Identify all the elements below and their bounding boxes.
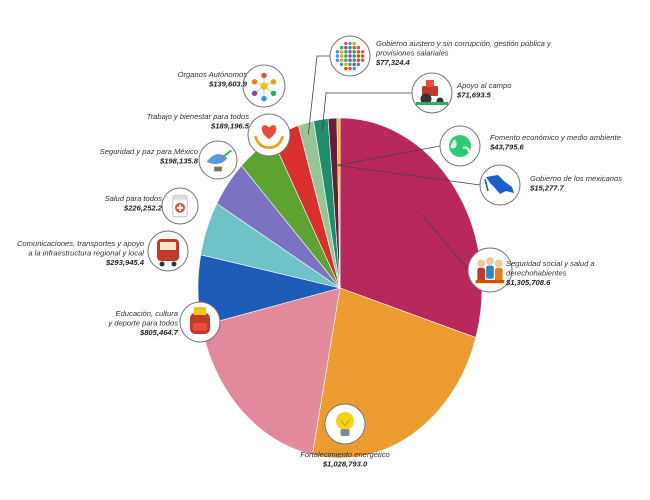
label-line-salud: Salud para todos xyxy=(105,194,163,203)
leader-line-fomento xyxy=(334,145,441,167)
leader-line-gobierno-austero xyxy=(307,55,330,135)
label-seguridad-social: Seguridad social y salud a derechohabient… xyxy=(505,259,595,287)
value-apoyo-campo: $71,693.5 xyxy=(456,91,492,100)
value-gobierno-mexicanos: $15,277.7 xyxy=(529,184,565,193)
network-icon xyxy=(242,64,286,108)
value-comunicaciones: $293,945.4 xyxy=(105,258,145,267)
dove-icon xyxy=(198,140,238,180)
tractor-icon xyxy=(411,72,453,114)
label-educacion: Educación, cultura y deporte para todos $8… xyxy=(107,309,178,337)
label-line-gobierno-austero: Gobierno austero y sin corrupción, gesti… xyxy=(376,39,552,48)
label-line-seguridad-social: derechohabientes xyxy=(506,269,567,278)
light-bulb-icon xyxy=(324,403,366,445)
leader-line-seguridad-social xyxy=(421,214,469,271)
label-organos: Órganos Autónomos $139,603.9 xyxy=(178,70,248,89)
label-line-fomento: Fomento económico y medio ambiente xyxy=(490,133,621,142)
label-line-trabajo: Trabajo y bienestar para todos xyxy=(147,112,250,121)
slice-gobierno-mexicanos xyxy=(336,117,341,289)
value-fortalecimiento: $1,028,793.0 xyxy=(322,460,368,469)
mexico-map-icon xyxy=(479,164,521,206)
heart-hands-icon xyxy=(247,113,291,157)
icon-badges xyxy=(147,35,521,445)
label-seguridad-paz: Seguridad y paz para México $198,135.8 xyxy=(100,147,199,166)
label-line-gobierno-austero: provisiones salariales xyxy=(375,49,449,58)
value-educacion: $805,464.7 xyxy=(139,328,179,337)
crowd-icon xyxy=(329,35,371,77)
value-seguridad-paz: $198,135.8 xyxy=(159,157,199,166)
globe-icon xyxy=(439,125,481,167)
value-gobierno-austero: $77,324.4 xyxy=(375,58,411,67)
label-line-gobierno-mexicanos: Gobierno de los mexicanos xyxy=(530,174,622,183)
value-trabajo: $189,196.5 xyxy=(210,122,250,131)
label-gobierno-austero: Gobierno austero y sin corrupción, gesti… xyxy=(375,39,552,67)
leader-line-apoyo-campo xyxy=(321,92,412,132)
label-line-comunicaciones: Comunicaciones, transportes y apoyo xyxy=(17,239,144,248)
value-organos: $139,603.9 xyxy=(208,80,248,89)
leader-lines xyxy=(307,55,481,271)
label-line-seguridad-social: Seguridad social y salud a xyxy=(506,259,595,268)
label-line-comunicaciones: a la infraestructura regional y local xyxy=(28,249,144,258)
leader-line-gobierno-mexicanos xyxy=(338,165,481,186)
train-icon xyxy=(147,230,189,272)
label-fortalecimiento: Fortalecimiento energético $1,028,793.0 xyxy=(300,450,389,469)
value-seguridad-social: $1,305,708.6 xyxy=(505,278,551,287)
label-line-fortalecimiento: Fortalecimiento energético xyxy=(300,450,389,459)
label-comunicaciones: Comunicaciones, transportes y apoyo a la … xyxy=(17,239,145,267)
backpack-icon xyxy=(179,301,221,343)
pie-slices xyxy=(197,117,483,459)
label-fomento: Fomento económico y medio ambiente $43,79… xyxy=(489,133,621,152)
family-icon xyxy=(467,247,513,293)
label-line-apoyo-campo: Apoyo al campo xyxy=(456,81,511,90)
label-salud: Salud para todos $226,252.2 xyxy=(105,194,163,213)
label-line-organos: Órganos Autónomos xyxy=(178,70,248,79)
slice-educacion xyxy=(201,287,341,456)
slice-seguridad-social xyxy=(339,117,483,338)
label-line-seguridad-paz: Seguridad y paz para México xyxy=(100,147,198,156)
label-line-educacion: y deporte para todos xyxy=(107,319,178,328)
label-trabajo: Trabajo y bienestar para todos $189,196.5 xyxy=(147,112,250,131)
label-line-educacion: Educación, cultura xyxy=(116,309,178,318)
value-salud: $226,252.2 xyxy=(123,204,163,213)
label-gobierno-mexicanos: Gobierno de los mexicanos $15,277.7 xyxy=(529,174,622,193)
medicine-icon xyxy=(161,187,199,225)
value-fomento: $43,795.6 xyxy=(489,143,525,152)
slice-labels: Seguridad social y salud a derechohabient… xyxy=(17,39,622,469)
label-apoyo-campo: Apoyo al campo $71,693.5 xyxy=(456,81,511,100)
